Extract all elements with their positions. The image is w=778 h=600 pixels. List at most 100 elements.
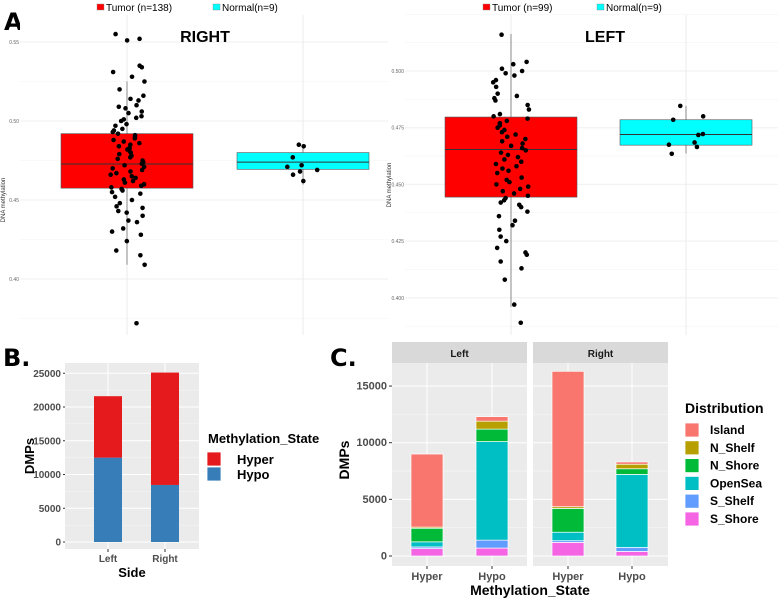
y-tick-label: 0.450 [391,182,404,188]
legend-key [206,451,222,467]
data-point [139,167,145,173]
data-point [525,116,530,121]
data-point [110,69,116,75]
data-point [500,166,505,171]
bar-right-hypo-n_shelf [615,463,649,470]
data-point [508,143,514,149]
data-point [299,162,304,168]
data-point [112,194,118,200]
legend-label: Tumor (n=138) [106,3,172,14]
x-tick-label: Hyper [411,571,443,583]
data-point [118,118,124,124]
data-point [128,96,133,102]
data-point [494,245,500,251]
bar-left-hypo-n_shore [475,428,509,442]
data-point [517,186,523,192]
data-point [134,219,140,225]
data-point [124,238,130,244]
legend-label: S_Shelf [710,494,755,508]
data-point [134,320,139,326]
boxplot-left: 0.400 0.425 0.450 0.475 0.500 DNA methylation… [387,3,778,335]
x-tick-label: Hyper [552,571,584,583]
data-point [512,218,518,223]
bar-left-hyper-opensea [410,541,444,548]
data-point [504,134,510,140]
data-point [499,129,505,135]
data-point [526,107,532,112]
legend-key [684,511,700,527]
data-point [120,226,126,231]
legend-title: Methylation_State [208,431,319,446]
data-point [694,144,700,150]
y-tick-label: 10000 [356,437,387,449]
data-point [506,168,511,174]
y-tick-label: 0 [381,551,387,563]
bar-right-hyper-n_shore [551,508,585,533]
data-point [129,197,135,203]
data-point [514,163,519,169]
data-point [139,113,144,119]
data-point [502,277,508,282]
data-point [297,169,303,174]
data-point [129,74,135,80]
bar-right-hyper [151,372,179,485]
data-point [677,103,683,109]
data-point [499,139,505,144]
legend-key [684,475,700,491]
bar-left-hyper-n_shore [410,527,444,543]
data-point [116,104,122,110]
data-point [503,238,509,244]
legend-label: OpenSea [710,476,762,490]
legend-key [684,493,700,509]
bar-left-hyper-s_shore [410,548,444,557]
data-point [109,229,115,234]
data-point [117,87,122,92]
facet-label: Right [588,349,614,360]
bar-right-hyper-island [551,370,585,508]
panel-label-b: B. [3,344,30,372]
data-point [116,151,122,157]
bar-left-hyper [94,396,122,458]
data-point [113,31,118,37]
data-point [491,114,496,119]
data-point [111,137,116,143]
data-point [115,131,121,136]
data-point [523,148,529,153]
data-point [498,259,503,264]
data-point [296,142,302,147]
bar-left-hypo-s_shore [475,547,509,557]
data-point [109,189,115,195]
data-point [138,253,143,258]
legend-label: Tumor (n=99) [492,3,552,14]
data-point [123,106,128,111]
legend-label: Hyper [237,452,274,467]
data-point [504,118,510,124]
data-point [114,204,119,209]
data-point [290,172,296,178]
data-point [525,209,530,214]
data-point [126,110,131,116]
data-point [116,143,122,149]
box-normal [619,119,753,146]
data-point [512,73,517,78]
data-point [502,157,507,162]
data-point [700,131,706,137]
y-tick-label: 0.50 [9,119,19,125]
data-point [290,155,296,160]
data-point [133,115,139,121]
data-point [520,141,525,146]
data-point [700,114,706,119]
data-point [301,143,306,149]
data-point [669,151,675,157]
legend-label: N_Shore [710,459,760,473]
data-point [110,129,116,135]
data-point [130,178,136,184]
bar-right-hypo-n_shore [615,468,649,475]
stacked-bar-side: 0 5000 10000 15000 20000 25000 Left Right Side DM… [22,363,319,580]
data-point [514,93,520,99]
y-tick-label: 10000 [33,470,61,481]
box-tumor [60,133,194,189]
data-point [493,98,498,103]
y-axis-label: DNA methylation [1,178,7,223]
